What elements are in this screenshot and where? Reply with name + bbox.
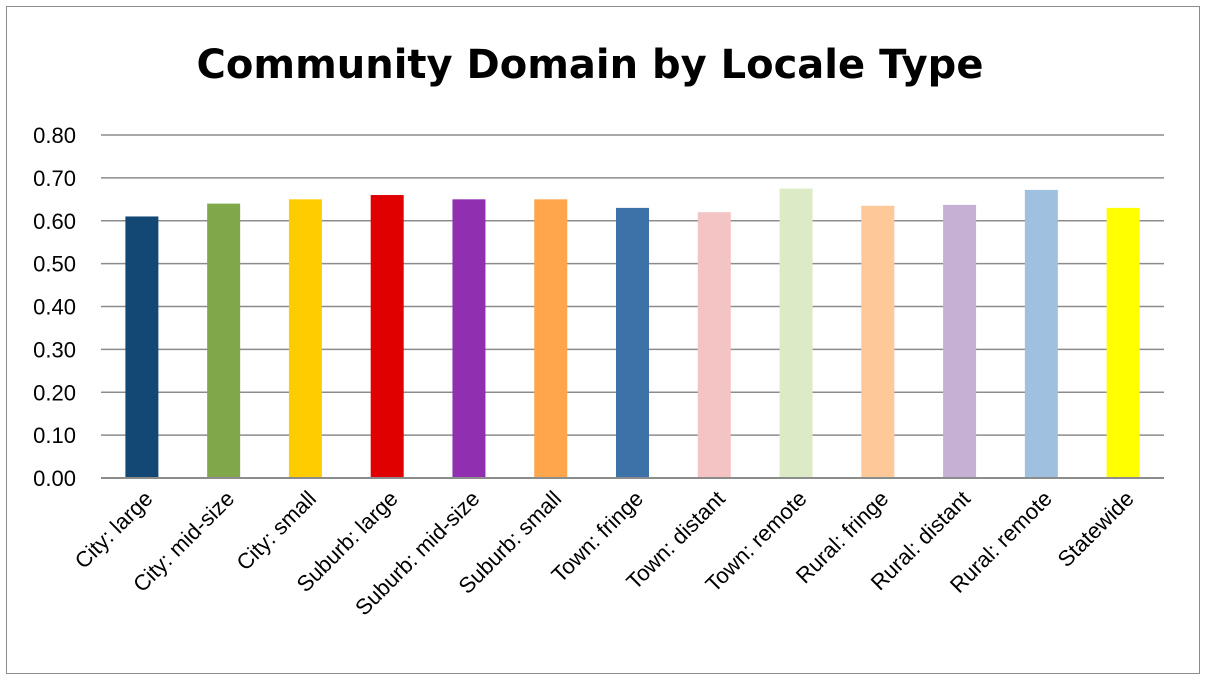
y-axis-ticks: 0.00 0.10 0.20 0.30 0.40 0.50 0.60 0.70 0.80 bbox=[33, 123, 76, 491]
bar bbox=[288, 199, 322, 478]
y-tick-label: 0.00 bbox=[33, 466, 76, 491]
y-tick-label: 0.80 bbox=[33, 123, 76, 148]
y-tick-label: 0.30 bbox=[33, 337, 76, 362]
bar bbox=[370, 195, 404, 478]
x-tick-label: City: small bbox=[232, 486, 321, 575]
bar bbox=[207, 203, 241, 478]
y-tick-label: 0.10 bbox=[33, 423, 76, 448]
chart-frame bbox=[6, 6, 1200, 674]
bar bbox=[779, 188, 813, 478]
bar bbox=[452, 199, 486, 478]
bar bbox=[943, 204, 977, 479]
bar bbox=[616, 207, 649, 478]
y-tick-label: 0.40 bbox=[33, 295, 76, 320]
bar bbox=[125, 216, 159, 478]
bar bbox=[534, 199, 568, 478]
x-tick-label: Statewide bbox=[1053, 486, 1139, 572]
bar bbox=[1024, 189, 1058, 478]
bars bbox=[125, 188, 1140, 479]
y-tick-label: 0.70 bbox=[33, 166, 76, 191]
y-tick-label: 0.60 bbox=[33, 209, 76, 234]
bar bbox=[861, 205, 895, 478]
x-tick-label: City: large bbox=[70, 486, 158, 574]
bar bbox=[1106, 207, 1140, 478]
chart-title: Community Domain by Locale Type bbox=[197, 42, 984, 88]
y-tick-label: 0.50 bbox=[33, 252, 76, 277]
y-tick-label: 0.20 bbox=[33, 380, 76, 405]
bar bbox=[697, 212, 731, 479]
